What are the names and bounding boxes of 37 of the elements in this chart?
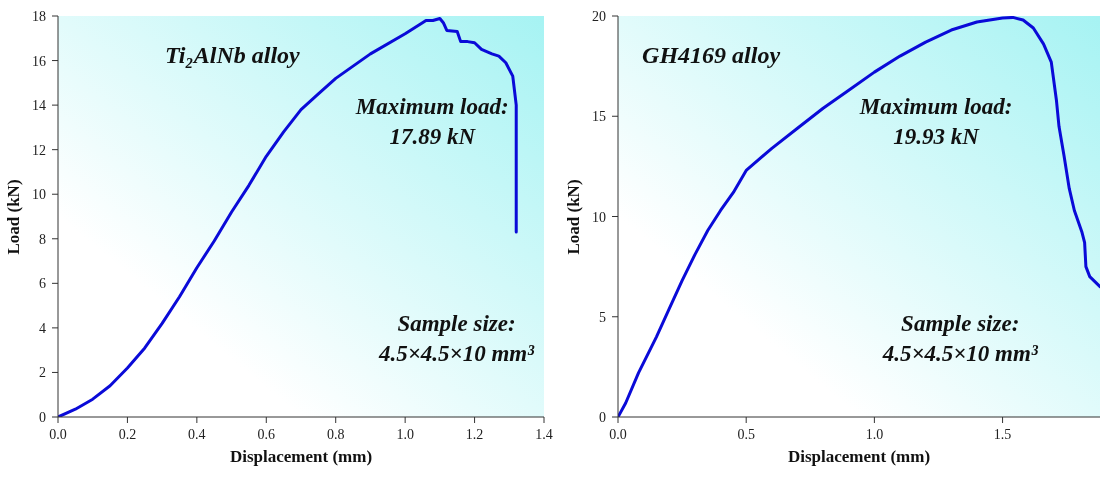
y-tick-label: 15 bbox=[592, 109, 606, 125]
x-tick-label: 0.0 bbox=[49, 427, 67, 442]
y-axis-title: Load (kN) bbox=[4, 178, 24, 255]
x-axis-title: Displacement (mm) bbox=[228, 447, 374, 467]
x-tick-label: 0.4 bbox=[188, 427, 206, 442]
x-tick-label: 1.5 bbox=[993, 427, 1012, 442]
annotation: Maximum load: 17.89 kN bbox=[355, 93, 509, 152]
y-tick-label: 8 bbox=[39, 231, 46, 247]
y-tick-label: 10 bbox=[592, 209, 606, 225]
y-tick-label: 0 bbox=[39, 410, 46, 425]
y-tick-label: 6 bbox=[39, 276, 46, 292]
y-tick-label: 0 bbox=[599, 410, 606, 425]
x-tick-label: 0.5 bbox=[737, 427, 755, 442]
y-tick-label: 4 bbox=[39, 320, 46, 336]
x-tick-label: 1.0 bbox=[396, 427, 414, 442]
y-tick-label: 10 bbox=[32, 187, 46, 203]
annotation: Ti₂AlNb alloy bbox=[164, 41, 300, 71]
y-tick-label: 12 bbox=[32, 142, 46, 158]
y-tick-label: 2 bbox=[39, 365, 46, 381]
x-tick-label: 1.0 bbox=[865, 427, 884, 442]
y-axis-title: Load (kN) bbox=[564, 178, 584, 255]
x-tick-label: 0.8 bbox=[326, 427, 345, 442]
y-tick-label: 18 bbox=[32, 9, 46, 24]
y-tick-label: 20 bbox=[592, 9, 606, 24]
annotation: GH4169 alloy bbox=[642, 41, 781, 71]
annotation: Maximum load: 19.93 kN bbox=[859, 93, 1013, 152]
annotation: Sample size: 4.5×4.5×10 mm³ bbox=[378, 309, 535, 368]
x-tick-label: 0.0 bbox=[609, 427, 627, 442]
x-axis-title: Displacement (mm) bbox=[786, 447, 932, 467]
x-tick-label: 1.2 bbox=[465, 427, 484, 442]
y-tick-label: 5 bbox=[599, 309, 606, 325]
x-tick-label: 1.4 bbox=[535, 427, 553, 442]
y-tick-label: 14 bbox=[32, 98, 46, 114]
x-tick-label: 0.6 bbox=[257, 427, 276, 442]
y-tick-label: 16 bbox=[32, 53, 46, 69]
annotation: Sample size: 4.5×4.5×10 mm³ bbox=[882, 309, 1038, 368]
x-tick-label: 0.2 bbox=[118, 427, 137, 442]
